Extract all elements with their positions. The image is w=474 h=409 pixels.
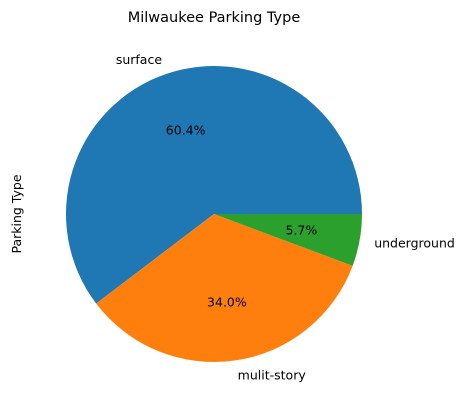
pie-percent-label: 60.4% <box>166 122 206 137</box>
y-axis-label: Parking Type <box>9 174 24 253</box>
pie-slices <box>65 65 362 363</box>
pie-slice-surface <box>65 65 362 304</box>
pie-percent-label: 5.7% <box>286 222 318 237</box>
chart-title: Milwaukee Parking Type <box>128 10 301 26</box>
pie-category-label: surface <box>116 52 163 67</box>
pie-category-label: underground <box>374 235 455 250</box>
pie-category-label: mulit-story <box>238 368 307 383</box>
pie-labels: 60.4% surface 34.0% mulit-story 5.7% undergro… <box>116 52 455 382</box>
pie-percent-label: 34.0% <box>207 294 247 309</box>
pie-slice-mulit-story <box>96 214 353 363</box>
pie-slice-underground <box>214 214 362 266</box>
